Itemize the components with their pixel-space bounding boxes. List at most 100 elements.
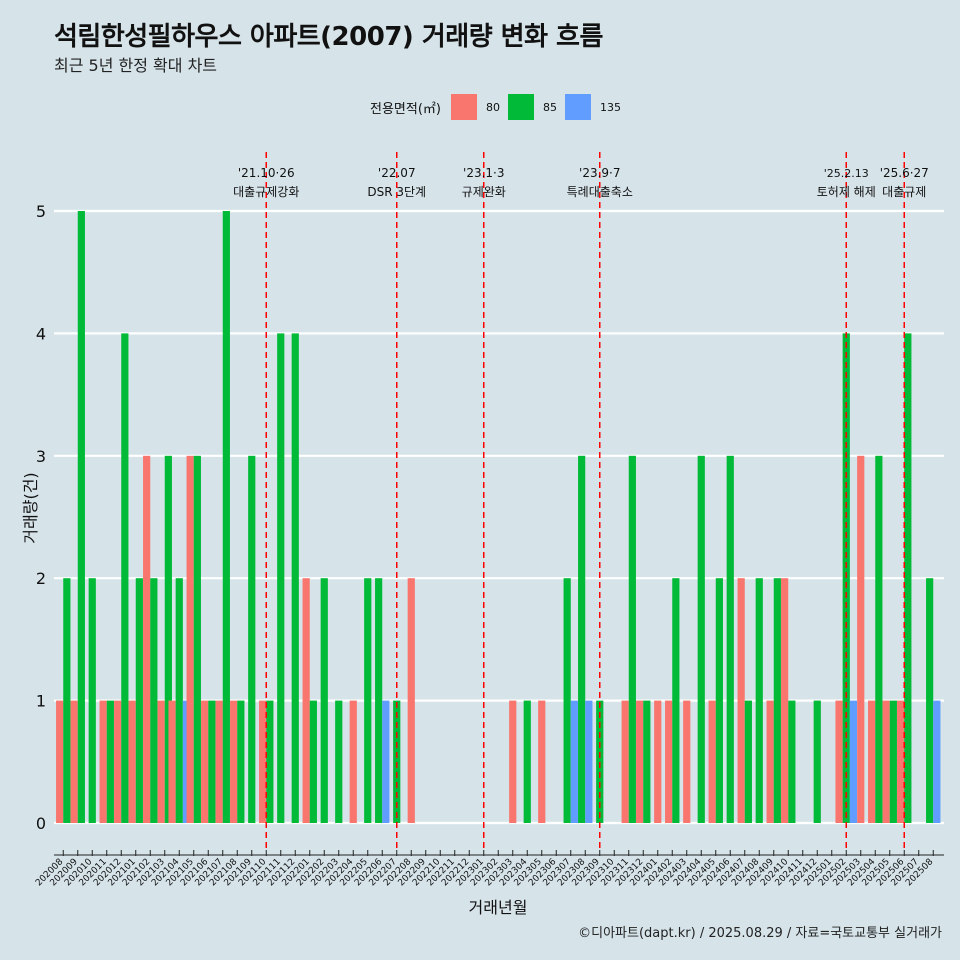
x-axis-title: 거래년월 bbox=[469, 898, 528, 917]
y-axis-title: 거래량(건) bbox=[21, 472, 40, 543]
y-tick-label: 4 bbox=[36, 324, 46, 343]
bar-85-202504 bbox=[875, 455, 883, 823]
legend-item-85: 85 bbox=[507, 94, 557, 120]
bar-85-202308 bbox=[578, 455, 586, 823]
bar-85-202408 bbox=[755, 578, 763, 823]
bar-80-202105 bbox=[186, 455, 194, 823]
event-date-label: '23.9·7 bbox=[579, 166, 620, 180]
bar-80-202110 bbox=[259, 700, 267, 823]
bar-80-202305 bbox=[538, 700, 546, 823]
bar-85-202505 bbox=[889, 700, 897, 823]
bar-80-202503 bbox=[857, 455, 865, 823]
bar-135-202508 bbox=[933, 700, 941, 823]
bar-80-202506 bbox=[897, 700, 905, 823]
legend-swatch-85 bbox=[507, 94, 534, 120]
event-date-label: '25.6·27 bbox=[880, 166, 929, 180]
bar-80-202101 bbox=[128, 700, 136, 823]
bar-135-202307 bbox=[570, 700, 578, 823]
bar-85-202304 bbox=[523, 700, 531, 823]
bar-80-202311 bbox=[621, 700, 629, 823]
bar-85-202405 bbox=[715, 578, 723, 823]
y-tick-label: 5 bbox=[36, 202, 46, 221]
bar-85-202011 bbox=[106, 700, 114, 823]
bar-85-202012 bbox=[121, 333, 129, 823]
event-name-label: DSR 3단계 bbox=[367, 185, 426, 199]
bar-85-202312 bbox=[643, 700, 651, 823]
bar-135-202104 bbox=[182, 700, 191, 823]
bar-85-202102 bbox=[150, 578, 158, 823]
bar-80-202106 bbox=[201, 700, 209, 823]
bar-85-202103 bbox=[164, 455, 172, 823]
bar-80-202104 bbox=[168, 700, 176, 823]
legend-item-80: 80 bbox=[450, 94, 500, 120]
bar-85-202404 bbox=[697, 455, 705, 823]
event-name-label: 특례대출축소 bbox=[567, 185, 633, 199]
event-name-label: 규제완화 bbox=[462, 185, 506, 199]
bar-80-202102 bbox=[143, 455, 151, 823]
bar-85-202409 bbox=[773, 578, 781, 823]
bar-80-202410 bbox=[781, 578, 789, 823]
bar-85-202202 bbox=[320, 578, 328, 823]
bar-135-202206 bbox=[382, 700, 390, 823]
bar-85-202307 bbox=[563, 578, 571, 823]
bar-80-202407 bbox=[737, 578, 745, 823]
bar-85-202508 bbox=[926, 578, 934, 823]
bar-85-202104 bbox=[175, 578, 183, 823]
legend-swatch-135 bbox=[564, 94, 591, 120]
bar-80-202008 bbox=[56, 700, 64, 823]
event-date-label: '21.10·26 bbox=[238, 166, 295, 180]
y-tick-label: 2 bbox=[36, 569, 46, 588]
bar-85-202010 bbox=[88, 578, 96, 823]
bar-80-202204 bbox=[349, 700, 357, 823]
bar-85-202412 bbox=[813, 700, 821, 823]
bar-85-202105 bbox=[193, 455, 201, 823]
bar-80-202502 bbox=[835, 700, 843, 823]
bar-135-202502 bbox=[849, 700, 858, 823]
bar-85-202502 bbox=[842, 333, 850, 823]
bar-80-202103 bbox=[157, 700, 165, 823]
bar-85-202008 bbox=[63, 578, 71, 823]
bar-80-202108 bbox=[230, 700, 238, 823]
legend-label-80: 80 bbox=[485, 100, 500, 114]
bar-85-202207 bbox=[393, 700, 401, 823]
event-date-label: '22.07 bbox=[378, 166, 416, 180]
bar-85-202110 bbox=[266, 700, 274, 823]
bar-80-202402 bbox=[665, 700, 673, 823]
legend-label-135: 135 bbox=[599, 100, 621, 114]
bar-80-202107 bbox=[215, 700, 223, 823]
bar-85-202101 bbox=[135, 578, 143, 823]
bar-80-202409 bbox=[766, 700, 774, 823]
bar-85-202203 bbox=[335, 700, 343, 823]
event-date-label: '23.1·3 bbox=[463, 166, 504, 180]
bar-80-202312 bbox=[636, 700, 644, 823]
bar-80-202303 bbox=[509, 700, 517, 823]
bar-80-202011 bbox=[99, 700, 107, 823]
bar-85-202206 bbox=[375, 578, 383, 823]
y-tick-label: 1 bbox=[36, 692, 46, 711]
bar-80-202012 bbox=[114, 700, 122, 823]
bar-80-202201 bbox=[302, 578, 310, 823]
bar-85-202106 bbox=[208, 700, 216, 823]
bar-85-202107 bbox=[222, 211, 230, 823]
bar-85-202407 bbox=[744, 700, 752, 823]
bar-85-202201 bbox=[309, 700, 317, 823]
bar-80-202505 bbox=[882, 700, 890, 823]
bar-80-202009 bbox=[70, 700, 78, 823]
bar-85-202112 bbox=[291, 333, 299, 823]
bar-85-202410 bbox=[788, 700, 796, 823]
bar-85-202311 bbox=[628, 455, 636, 823]
legend-title: 전용면적(㎡) bbox=[370, 101, 441, 117]
bar-85-202205 bbox=[364, 578, 372, 823]
bar-85-202108 bbox=[237, 700, 245, 823]
bar-80-202401 bbox=[654, 700, 662, 823]
bar-135-202308 bbox=[585, 700, 593, 823]
bar-85-202109 bbox=[248, 455, 256, 823]
bar-85-202402 bbox=[672, 578, 680, 823]
event-name-label: 토허제 해제 bbox=[817, 185, 876, 199]
y-tick-label: 0 bbox=[36, 814, 46, 833]
y-tick-label: 3 bbox=[36, 447, 46, 466]
bar-85-202111 bbox=[277, 333, 285, 823]
bar-85-202406 bbox=[726, 455, 734, 823]
chart-title: 석림한성필하우스 아파트(2007) 거래량 변화 흐름 bbox=[54, 22, 603, 52]
legend: 전용면적(㎡) 80 85 135 bbox=[370, 92, 629, 122]
